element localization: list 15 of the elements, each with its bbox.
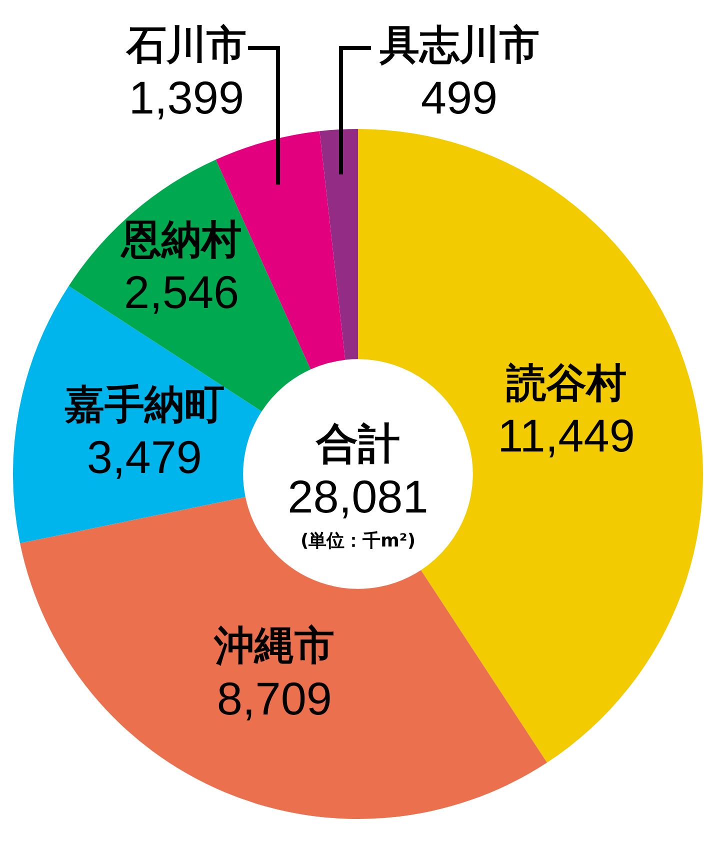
slice-label: 嘉手納町 (64, 382, 224, 428)
slice-label: 恩納村 (120, 216, 242, 263)
data-label: 3,479 (86, 431, 202, 484)
text: (単位：千m²) (300, 530, 416, 552)
slice-label: 具志川市 (378, 22, 540, 68)
data-label: 1,399 (128, 72, 244, 124)
slice-label: 読谷村 (505, 360, 626, 406)
slice-label: 沖縄市 (213, 623, 334, 670)
slice-label: 石川市 (125, 22, 246, 68)
text: 合計 (315, 418, 400, 468)
text: 28,081 (288, 470, 428, 523)
data-label: 8,709 (216, 672, 332, 724)
data-label: 11,449 (498, 410, 635, 462)
data-label: 2,546 (124, 266, 240, 318)
data-label: 499 (420, 72, 498, 124)
